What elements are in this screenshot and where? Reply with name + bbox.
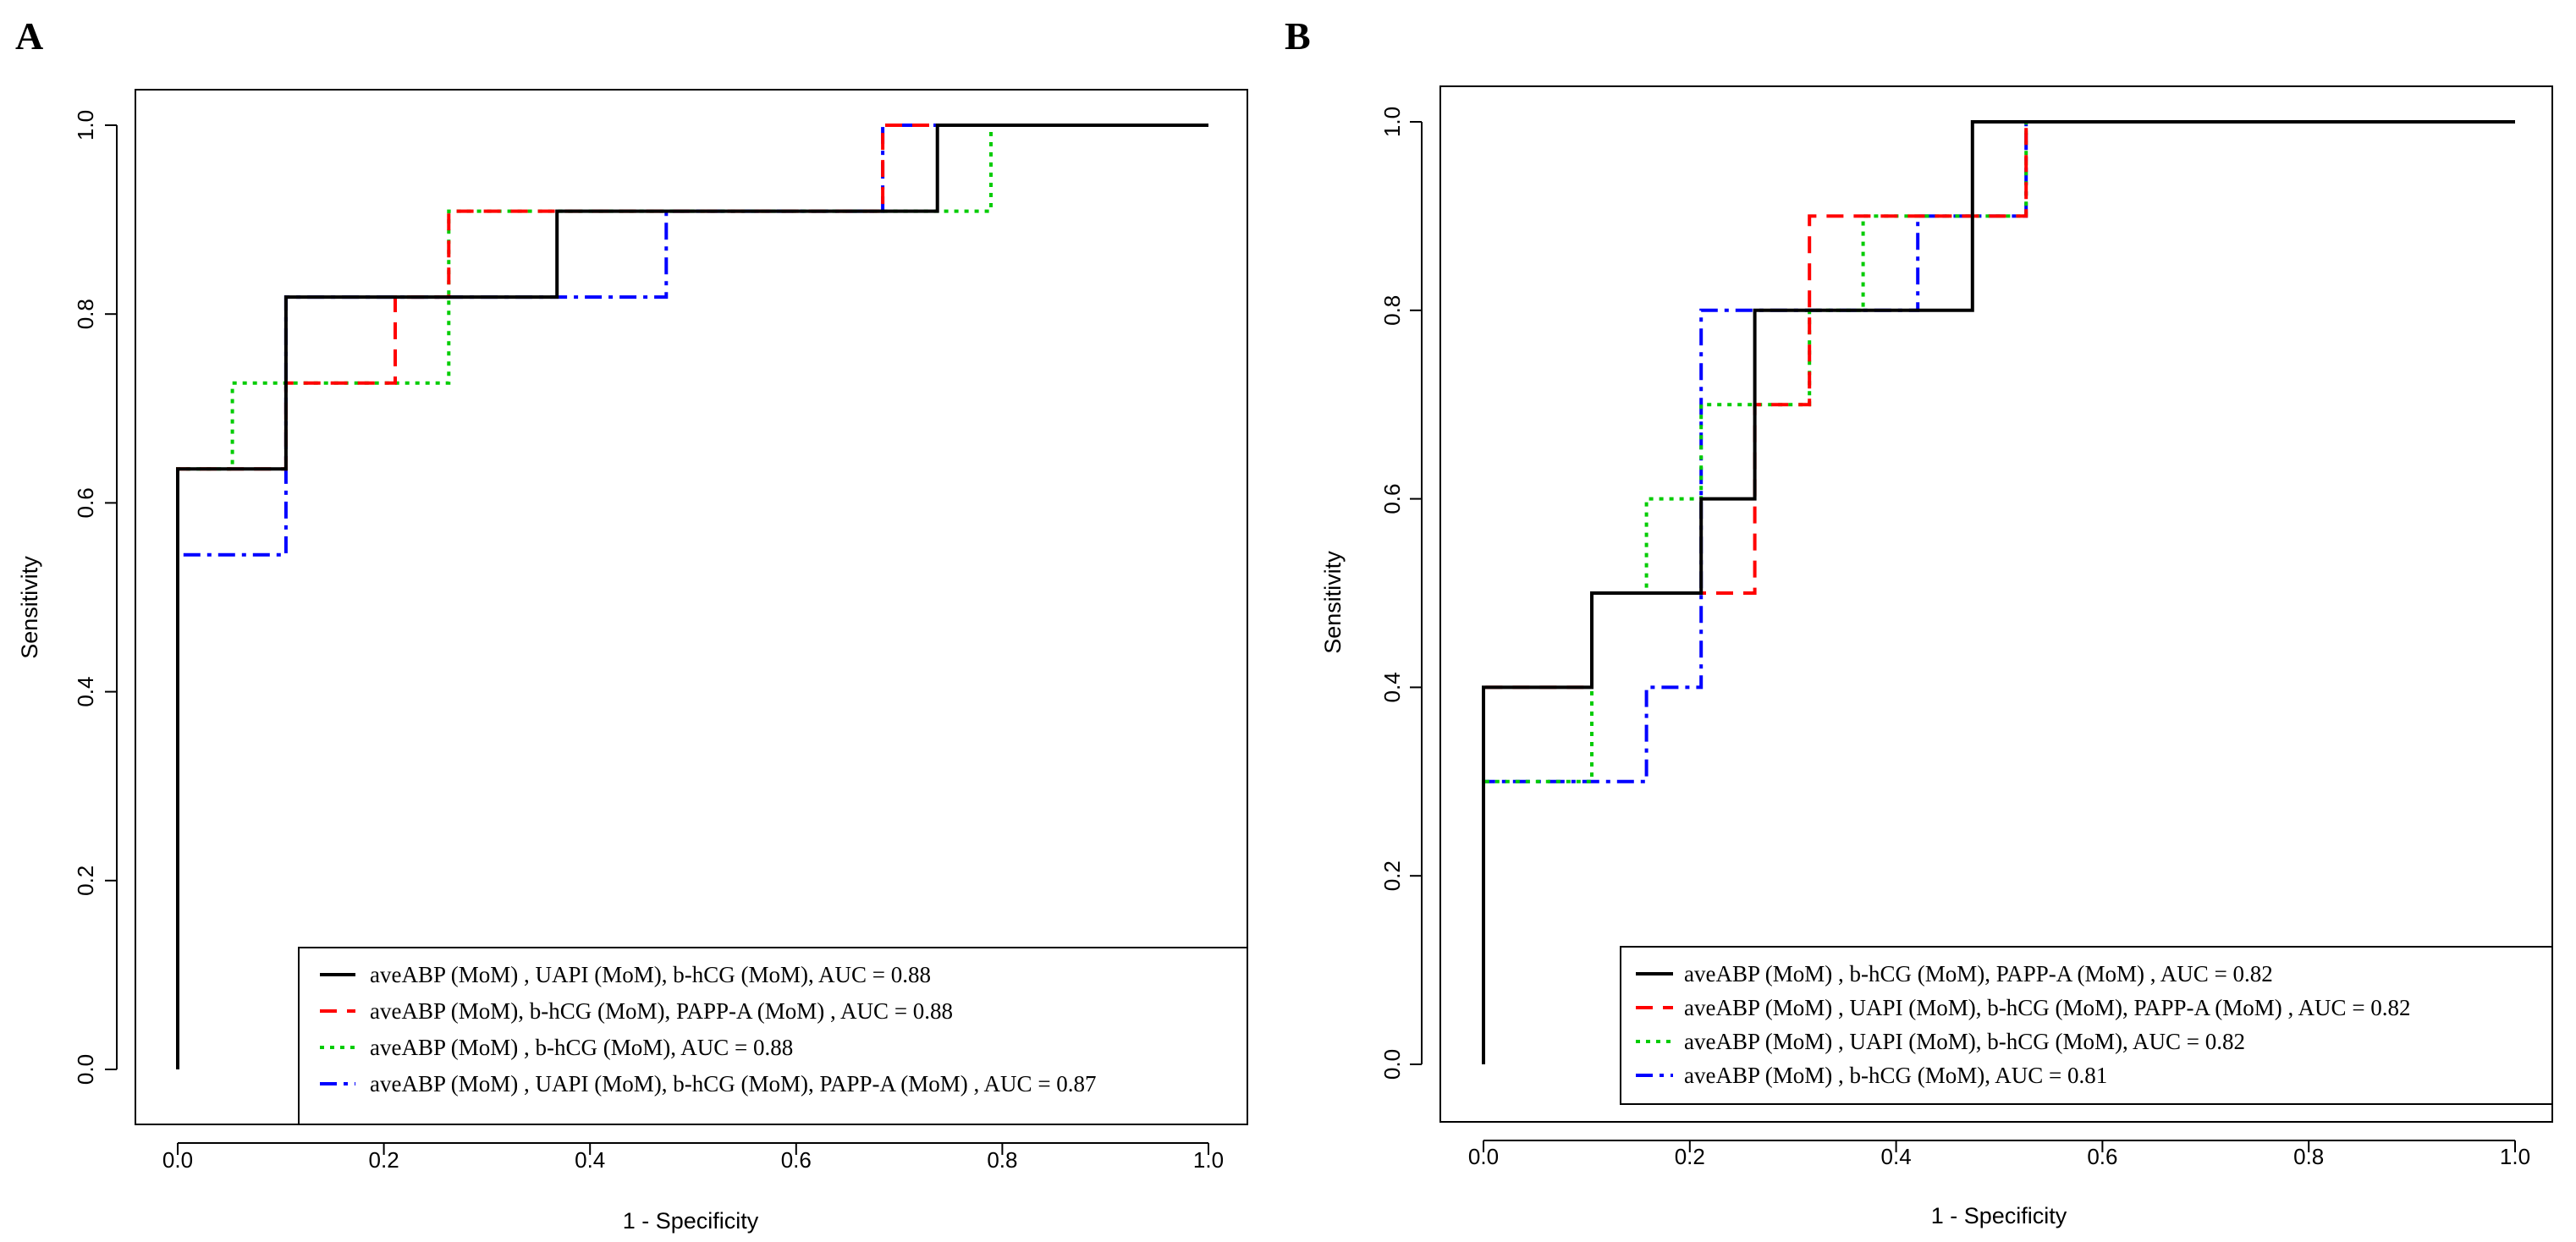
plot-frame <box>1439 85 2553 1123</box>
roc-series-dotted <box>1482 120 2515 1064</box>
legend: aveABP (MoM) , UAPI (MoM), b-hCG (MoM), … <box>298 947 1248 1125</box>
y-axis-label: Sensitivity <box>17 556 42 659</box>
roc-series-solid <box>1482 120 2515 1064</box>
legend-entry: aveABP (MoM) , UAPI (MoM), b-hCG (MoM), … <box>1684 995 2411 1020</box>
x-tick-label: 0.2 <box>369 1147 399 1173</box>
x-axis-label: 1 - Specificity <box>1931 1203 2067 1228</box>
legend-box <box>298 947 1248 1125</box>
legend-entry: aveABP (MoM), b-hCG (MoM), PAPP-A (MoM) … <box>370 998 953 1024</box>
y-tick-label: 0.2 <box>1379 860 1405 891</box>
x-tick-label: 0.4 <box>1881 1144 1912 1169</box>
x-tick-label: 1.0 <box>1193 1147 1224 1173</box>
legend: aveABP (MoM) , b-hCG (MoM), PAPP-A (MoM)… <box>1620 946 2553 1105</box>
y-tick-label: 0.4 <box>73 677 98 707</box>
panel-letter: B <box>1285 14 1311 58</box>
x-axis-label: 1 - Specificity <box>623 1208 759 1234</box>
legend-entry: aveABP (MoM) , UAPI (MoM), b-hCG (MoM), … <box>1684 1029 2245 1054</box>
y-tick-label: 1.0 <box>73 110 98 140</box>
x-tick-label: 0.6 <box>2087 1144 2117 1169</box>
x-tick-label: 0.4 <box>575 1147 605 1173</box>
x-tick-label: 1.0 <box>2500 1144 2530 1169</box>
roc-series-solid <box>176 124 1208 1069</box>
y-tick-label: 1.0 <box>1379 107 1405 137</box>
y-axis-label: Sensitivity <box>1320 551 1346 654</box>
roc-series-dashdot <box>176 124 1208 1069</box>
roc-series-dotted <box>176 124 1208 1069</box>
y-tick-label: 0.8 <box>73 299 98 329</box>
x-tick-label: 0.0 <box>162 1147 193 1173</box>
x-tick-label: 0.8 <box>2293 1144 2324 1169</box>
panel-letter: A <box>15 14 43 58</box>
x-tick-label: 0.6 <box>781 1147 812 1173</box>
y-tick-label: 0.6 <box>73 487 98 518</box>
roc-series-dashed <box>176 124 1208 1069</box>
legend-entry: aveABP (MoM) , b-hCG (MoM), AUC = 0.88 <box>370 1035 793 1060</box>
legend-entry: aveABP (MoM) , UAPI (MoM), b-hCG (MoM), … <box>370 1071 1097 1096</box>
x-tick-label: 0.2 <box>1675 1144 1705 1169</box>
y-tick-label: 0.0 <box>73 1054 98 1085</box>
legend-entry: aveABP (MoM) , b-hCG (MoM), PAPP-A (MoM)… <box>1684 961 2273 986</box>
y-tick-label: 0.0 <box>1379 1049 1405 1080</box>
y-tick-label: 0.8 <box>1379 295 1405 326</box>
panel-a: A 0.0 0.2 0.4 0.6 0.8 1.0 0.0 0.2 0.4 0.6 0.8 1.0 1 -… <box>15 14 1248 1234</box>
y-tick-label: 0.6 <box>1379 484 1405 514</box>
legend-box <box>1620 946 2553 1105</box>
legend-entry: aveABP (MoM) , UAPI (MoM), b-hCG (MoM), … <box>370 962 931 987</box>
roc-series-dashdot <box>1482 120 2515 1064</box>
y-tick-label: 0.4 <box>1379 672 1405 702</box>
x-tick-label: 0.8 <box>987 1147 1017 1173</box>
legend-entry: aveABP (MoM) , b-hCG (MoM), AUC = 0.81 <box>1684 1063 2107 1088</box>
x-tick-label: 0.0 <box>1468 1144 1499 1169</box>
panel-b: B 0.0 0.2 0.4 0.6 0.8 1.0 0.0 0.2 0.4 0.6 0.8 1.0 1 -… <box>1285 14 2553 1228</box>
y-tick-label: 0.2 <box>73 866 98 896</box>
